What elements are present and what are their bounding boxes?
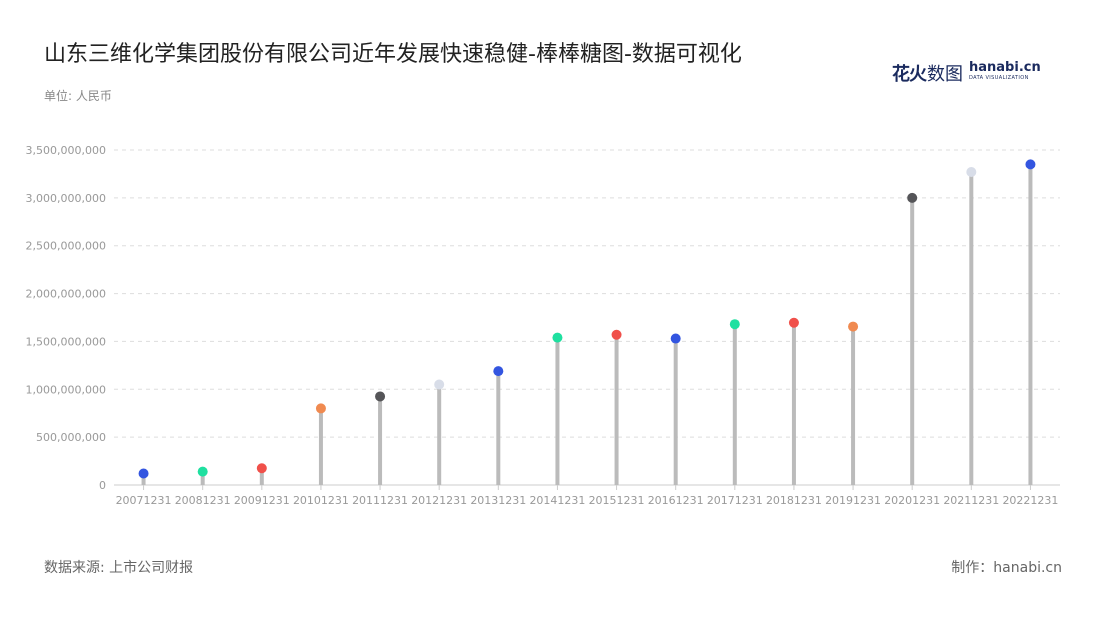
lollipop-dot [670,333,681,344]
brand-logo: 花火 数图 hanabi.cn DATA VISUALIZATION [892,60,1041,86]
lollipop-dot [375,391,386,402]
lollipop-dot [848,321,859,332]
x-tick-label: 20081231 [175,494,231,507]
lollipop-dot [493,366,504,377]
x-tick-label: 20071231 [116,494,172,507]
chart-title: 山东三维化学集团股份有限公司近年发展快速稳健-棒棒糖图-数据可视化 [44,42,742,67]
y-tick-label: 2,000,000,000 [26,288,106,301]
y-tick-label: 3,500,000,000 [26,144,106,157]
logo-en-sub-text: DATA VISUALIZATION [969,75,1029,81]
x-tick-label: 20191231 [825,494,881,507]
x-tick-label: 20211231 [943,494,999,507]
x-tick-label: 20131231 [470,494,526,507]
maker-credit: 制作：hanabi.cn [951,560,1062,576]
y-tick-label: 1,500,000,000 [26,335,106,348]
lollipop-dot [1025,159,1036,170]
x-tick-label: 20181231 [766,494,822,507]
logo-en-text: hanabi.cn [969,60,1041,75]
x-tick-label: 20111231 [352,494,408,507]
x-tick-label: 20171231 [707,494,763,507]
unit-label: 单位: 人民币 [44,89,112,103]
lollipop-dot [434,379,445,390]
x-tick-label: 20101231 [293,494,349,507]
logo-cn-text: 花火 [892,64,927,85]
lollipop-dot [729,319,740,330]
x-tick-label: 20201231 [884,494,940,507]
y-tick-label: 500,000,000 [36,431,106,444]
x-tick-label: 20121231 [411,494,467,507]
y-tick-label: 0 [99,479,106,492]
lollipop-dot [966,167,977,178]
x-tick-label: 20141231 [529,494,585,507]
x-tick-label: 20221231 [1002,494,1058,507]
logo-cn2-text: 数图 [927,64,963,85]
data-source: 数据来源: 上市公司财报 [44,560,194,576]
lollipop-dot [611,329,622,340]
lollipop-dot [315,403,326,414]
y-tick-label: 1,000,000,000 [26,383,106,396]
logo-en-block: hanabi.cn DATA VISUALIZATION [969,60,1041,83]
lollipop-dot [197,466,208,477]
x-tick-label: 20161231 [648,494,704,507]
x-tick-label: 20091231 [234,494,290,507]
lollipop-dot [907,192,918,203]
y-tick-label: 3,000,000,000 [26,192,106,205]
lollipop-dot [256,463,267,474]
lollipop-dot [138,468,149,479]
x-tick-label: 20151231 [589,494,645,507]
lollipop-dot [788,317,799,328]
lollipop-dot [552,332,563,343]
y-tick-label: 2,500,000,000 [26,240,106,253]
